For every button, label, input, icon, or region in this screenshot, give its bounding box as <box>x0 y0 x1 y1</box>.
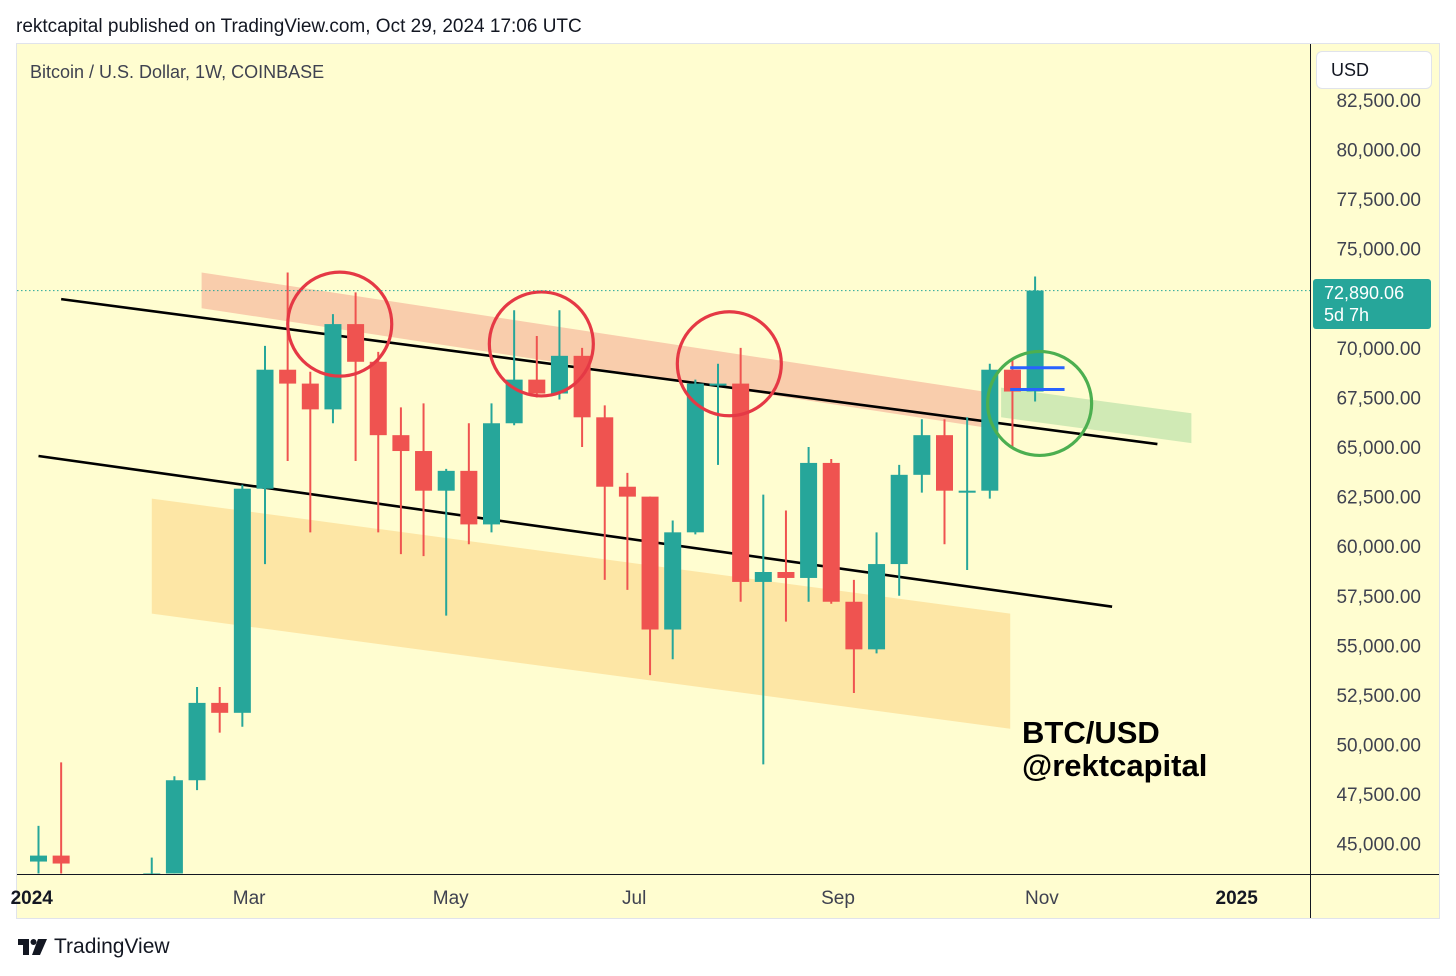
candle-body <box>347 324 365 362</box>
candle-body <box>52 855 70 864</box>
candle-body <box>505 379 523 424</box>
price-tick-label: 80,000.00 <box>1336 141 1421 162</box>
candle-body <box>1026 290 1044 392</box>
candle-body <box>981 369 999 491</box>
candle-body <box>392 435 410 452</box>
price-tick-label: 52,500.00 <box>1336 686 1421 707</box>
price-tick-label: 75,000.00 <box>1336 240 1421 261</box>
candle-body <box>913 435 931 475</box>
watermark-pair: BTC/USD <box>1022 715 1160 750</box>
time-axis-label: Sep <box>821 888 855 909</box>
candle-body <box>732 383 750 582</box>
resistance-zone <box>201 272 997 430</box>
tradingview-footer[interactable]: TradingView <box>18 934 170 960</box>
candle-body <box>279 369 297 384</box>
axis-layer: 82,500.00 80,000.00 77,500.00 75,000.00 70,0… <box>11 44 1439 918</box>
candle-body <box>143 873 161 874</box>
candle-body <box>958 490 976 493</box>
candle-body <box>845 601 863 650</box>
candle-body <box>822 462 840 602</box>
price-tick-label: 45,000.00 <box>1336 835 1421 856</box>
tradingview-logo-icon <box>18 939 47 955</box>
time-axis-label: 2025 <box>1216 888 1259 909</box>
support-zone <box>151 498 1011 729</box>
candle-body <box>211 702 229 713</box>
last-price-value: 72,890.06 <box>1324 283 1405 303</box>
candle-body <box>777 572 795 578</box>
candle-body <box>369 361 387 436</box>
currency-button[interactable]: USD <box>1316 51 1432 89</box>
candle-body <box>754 572 772 582</box>
candle-body <box>437 470 455 491</box>
candle-body <box>30 855 47 862</box>
price-tick-label: 82,500.00 <box>1336 91 1421 112</box>
candle-body <box>415 451 433 491</box>
time-axis-label: 2024 <box>11 888 54 909</box>
price-tick-label: 62,500.00 <box>1336 488 1421 509</box>
price-tick-label: 65,000.00 <box>1336 438 1421 459</box>
candle-body <box>460 470 478 525</box>
lower-trendline <box>38 454 1113 608</box>
candle-body <box>165 780 183 874</box>
price-tick-label: 47,500.00 <box>1336 785 1421 806</box>
candle-body <box>686 383 704 533</box>
publish-header: rektcapital published on TradingView.com… <box>16 16 582 37</box>
time-axis-label: Nov <box>1025 888 1059 909</box>
candle-body <box>1003 369 1021 392</box>
candle-body <box>256 369 274 489</box>
chart-frame[interactable] <box>16 43 1440 919</box>
watermark-author: @rektcapital <box>1022 748 1208 783</box>
price-tick-label: 77,500.00 <box>1336 190 1421 211</box>
candle-body <box>618 486 636 497</box>
time-axis-label: May <box>433 888 469 909</box>
price-tick-label: 50,000.00 <box>1336 736 1421 757</box>
red-highlight-circle <box>675 310 783 418</box>
red-highlight-circle <box>487 290 595 398</box>
breakout-zone <box>1001 387 1192 444</box>
footer-brand: TradingView <box>54 935 170 958</box>
candle-body <box>528 379 546 394</box>
candle-body <box>664 532 682 630</box>
annotation-circle-layer <box>286 270 1094 458</box>
upper-trendline <box>60 297 1158 446</box>
price-tick-label: 70,000.00 <box>1336 339 1421 360</box>
price-tick-label: 60,000.00 <box>1336 537 1421 558</box>
symbol-title: Bitcoin / U.S. Dollar, 1W, COINBASE <box>30 62 325 82</box>
candle-body <box>301 383 319 410</box>
candle-body <box>709 383 727 386</box>
time-axis-label: Mar <box>233 888 266 909</box>
last-price-badge: 72,890.06 5d 7h <box>1313 279 1431 329</box>
candle-body <box>188 702 206 781</box>
red-highlight-circle <box>286 270 394 378</box>
candle-body <box>936 435 953 491</box>
candle-body <box>641 496 659 630</box>
zone-layer <box>151 272 1192 729</box>
price-tick-label: 55,000.00 <box>1336 636 1421 657</box>
candle-body <box>800 462 818 578</box>
trendline-layer <box>38 297 1158 608</box>
candle-body <box>324 324 342 410</box>
candle-body <box>890 474 908 565</box>
retest-marker-layer <box>1010 366 1065 392</box>
chart-watermark: BTC/USD @rektcapital <box>1022 716 1207 782</box>
candle-body <box>868 564 886 650</box>
candle-body <box>233 488 251 713</box>
time-axis-label: Jul <box>622 888 646 909</box>
candle-body <box>483 423 500 525</box>
candle-layer <box>30 272 1044 874</box>
green-highlight-circle <box>986 349 1094 458</box>
price-tick-label: 67,500.00 <box>1336 388 1421 409</box>
candle-body <box>550 355 568 394</box>
bar-countdown: 5d 7h <box>1324 305 1370 325</box>
price-tick-label: 57,500.00 <box>1336 587 1421 608</box>
candle-body <box>596 417 614 487</box>
